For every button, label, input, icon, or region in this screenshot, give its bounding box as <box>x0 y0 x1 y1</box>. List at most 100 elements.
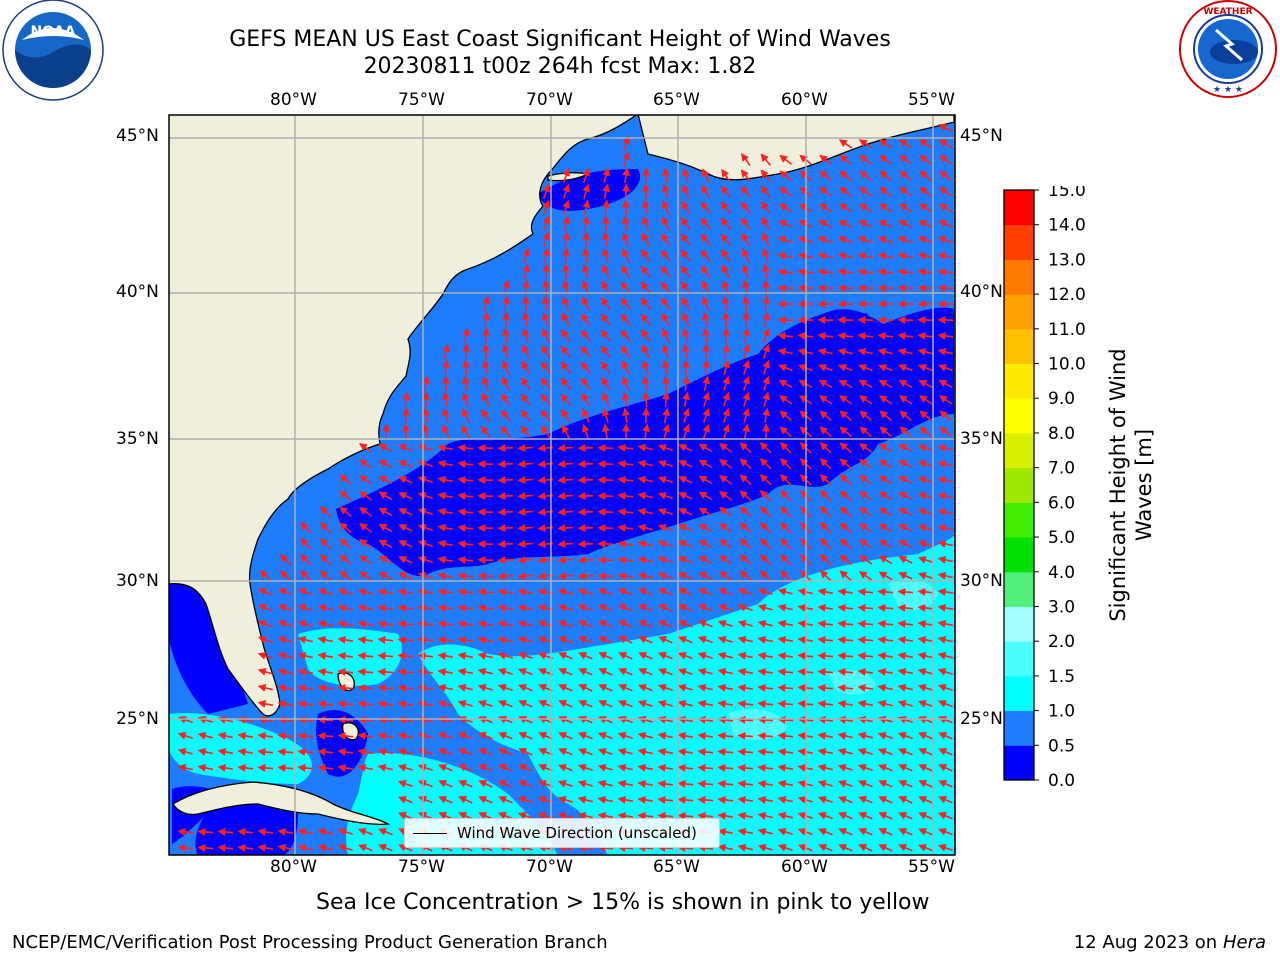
wind-wave-arrow <box>337 763 354 772</box>
wind-wave-arrow <box>317 763 334 772</box>
wind-wave-arrow <box>917 683 933 692</box>
wind-wave-arrow <box>739 538 752 550</box>
wind-wave-arrow <box>737 747 754 756</box>
wind-wave-arrow <box>859 458 873 469</box>
wind-wave-arrow <box>638 668 653 676</box>
svg-text:WEATHER: WEATHER <box>1203 7 1252 17</box>
wind-wave-arrow <box>481 343 490 360</box>
wind-wave-arrow <box>740 185 752 198</box>
wind-wave-arrow <box>462 327 471 344</box>
wind-wave-arrow <box>838 364 853 372</box>
wind-wave-arrow <box>897 267 914 276</box>
wind-wave-arrow <box>442 343 451 359</box>
wind-wave-arrow <box>742 359 750 375</box>
wind-wave-arrow <box>918 203 933 213</box>
wind-wave-arrow <box>560 345 571 358</box>
wind-wave-arrow <box>562 231 571 248</box>
wind-wave-arrow <box>359 506 373 517</box>
wind-wave-arrow <box>817 331 834 340</box>
wind-wave-arrow <box>462 391 470 407</box>
lat-tick-left-25n: 25°N <box>116 709 159 729</box>
wind-wave-arrow <box>337 619 354 628</box>
wind-wave-arrow <box>938 395 953 405</box>
wind-wave-arrow <box>857 347 873 356</box>
wind-wave-arrow <box>717 683 734 692</box>
wind-wave-arrow <box>602 167 611 183</box>
wind-wave-arrow <box>319 570 332 582</box>
wind-wave-arrow <box>897 236 913 244</box>
map-title: GEFS MEAN US East Coast Significant Heig… <box>229 27 891 52</box>
wind-wave-arrow <box>742 407 751 423</box>
wind-wave-arrow <box>657 556 673 564</box>
wind-wave-arrow <box>919 170 932 182</box>
wind-wave-arrow <box>417 667 434 676</box>
wind-wave-arrow <box>739 554 752 566</box>
wind-wave-arrow <box>817 635 834 644</box>
wind-wave-arrow <box>601 423 610 440</box>
wind-wave-arrow <box>917 460 933 468</box>
wind-wave-arrow <box>680 281 691 295</box>
wind-wave-arrow <box>279 553 292 566</box>
wind-wave-arrow <box>580 345 592 358</box>
wind-wave-arrow <box>578 684 593 692</box>
wind-wave-arrow <box>357 667 374 676</box>
wind-wave-arrow <box>939 426 952 438</box>
wind-wave-arrow <box>477 603 494 612</box>
wind-wave-arrow <box>517 492 534 501</box>
wind-wave-arrow <box>582 423 590 439</box>
wind-wave-arrow <box>677 731 694 740</box>
wind-wave-arrow <box>702 168 710 183</box>
wind-wave-arrow <box>837 651 854 660</box>
wind-wave-arrow <box>397 763 413 772</box>
wind-wave-arrow <box>818 379 833 389</box>
wind-wave-arrow <box>681 343 690 360</box>
colorbar-segment <box>1004 224 1034 260</box>
wind-wave-arrow <box>497 476 514 485</box>
wind-wave-arrow <box>877 587 894 596</box>
wind-wave-arrow <box>461 359 470 376</box>
wind-wave-arrow <box>917 619 934 628</box>
wind-wave-arrow <box>697 683 713 692</box>
wind-wave-arrow <box>937 507 953 516</box>
wind-wave-arrow <box>678 492 693 500</box>
wind-wave-arrow <box>542 263 551 280</box>
wind-wave-arrow <box>937 267 954 276</box>
wind-wave-arrow <box>398 556 413 564</box>
wind-wave-arrow <box>837 603 854 612</box>
wind-wave-arrow <box>517 587 534 596</box>
wind-wave-arrow <box>339 490 352 502</box>
wind-wave-arrow <box>337 747 354 756</box>
nws-logo: WEATHER ★ ★ ★ <box>1179 0 1277 98</box>
wind-wave-arrow <box>762 343 770 359</box>
wind-wave-arrow <box>299 537 312 550</box>
wind-wave-arrow <box>618 604 633 612</box>
wind-wave-arrow <box>717 731 734 740</box>
wind-wave-arrow <box>617 539 634 548</box>
wind-wave-arrow <box>677 652 693 660</box>
wind-wave-arrow <box>877 699 893 708</box>
wind-wave-arrow <box>919 426 932 438</box>
wind-wave-arrow <box>640 265 651 278</box>
wind-wave-arrow <box>938 379 953 389</box>
wind-wave-arrow <box>899 154 912 165</box>
wind-wave-arrow <box>678 588 693 596</box>
wind-wave-arrow <box>602 183 611 199</box>
wind-wave-arrow <box>919 186 932 198</box>
wind-wave-arrow <box>660 265 672 278</box>
wind-wave-arrow <box>878 491 893 501</box>
wind-wave-arrow <box>917 700 933 708</box>
wind-wave-arrow <box>498 732 513 740</box>
wind-wave-arrow <box>677 747 694 756</box>
wind-wave-arrow <box>917 267 934 276</box>
wind-wave-arrow <box>642 216 650 231</box>
wind-wave-arrow <box>417 459 433 468</box>
wind-wave-arrow <box>437 491 454 500</box>
wind-wave-arrow <box>819 154 832 165</box>
wind-wave-arrow <box>339 570 352 582</box>
wind-wave-arrow <box>898 556 913 564</box>
wind-wave-arrow <box>857 635 874 644</box>
wind-wave-arrow <box>558 636 573 644</box>
wind-wave-arrow <box>857 236 873 244</box>
wind-wave-arrow <box>717 747 734 756</box>
wind-wave-arrow <box>299 553 312 566</box>
